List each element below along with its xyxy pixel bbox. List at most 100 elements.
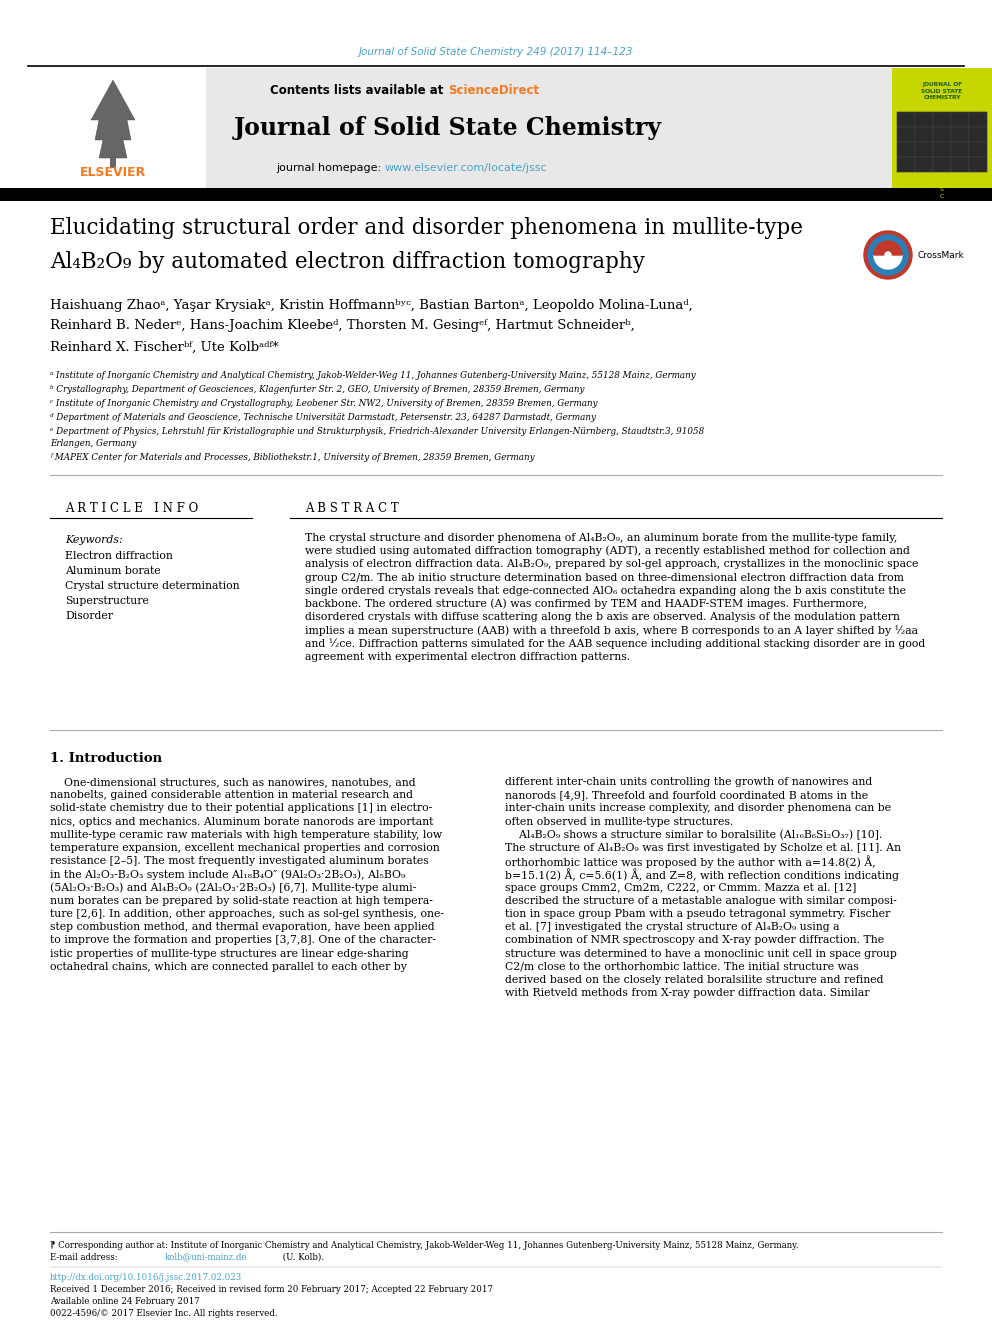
Bar [951, 142, 969, 157]
Bar [897, 157, 915, 172]
Text: et al. [7] investigated the crystal structure of Al₄B₂O₉ using a: et al. [7] investigated the crystal stru… [505, 922, 839, 933]
Text: 0022-4596/© 2017 Elsevier Inc. All rights reserved.: 0022-4596/© 2017 Elsevier Inc. All right… [50, 1310, 278, 1319]
Text: (U. Kolb).: (U. Kolb). [280, 1253, 324, 1262]
Text: combination of NMR spectroscopy and X-ray powder diffraction. The: combination of NMR spectroscopy and X-ra… [505, 935, 884, 946]
Text: nanorods [4,9]. Threefold and fourfold coordinated B atoms in the: nanorods [4,9]. Threefold and fourfold c… [505, 790, 868, 800]
Text: ture [2,6]. In addition, other approaches, such as sol-gel synthesis, one-: ture [2,6]. In addition, other approache… [50, 909, 444, 919]
Bar [951, 112, 969, 127]
Text: resistance [2–5]. The most frequently investigated aluminum borates: resistance [2–5]. The most frequently in… [50, 856, 429, 867]
Text: ᵇ Crystallography, Department of Geosciences, Klagenfurter Str. 2, GEO, Universi: ᵇ Crystallography, Department of Geoscie… [50, 385, 584, 394]
Wedge shape [874, 241, 902, 255]
Bar [915, 142, 933, 157]
Text: in the Al₂O₃-B₂O₃ system include Al₁₈B₄O″ (9Al₂O₃·2B₂O₃), Al₅BO₉: in the Al₂O₃-B₂O₃ system include Al₁₈B₄O… [50, 869, 406, 880]
Text: Journal of Solid State Chemistry: Journal of Solid State Chemistry [234, 116, 662, 140]
Text: Al₄B₂O₉ shows a structure similar to boralsilite (Al₁₆B₆Si₂O₃₇) [10].: Al₄B₂O₉ shows a structure similar to bor… [505, 830, 882, 840]
Bar [897, 112, 987, 172]
Bar [897, 127, 915, 142]
Text: Electron diffraction: Electron diffraction [65, 550, 173, 561]
Text: were studied using automated diffraction tomography (ADT), a recently establishe: were studied using automated diffraction… [305, 546, 910, 557]
Text: E-mail address:: E-mail address: [50, 1253, 120, 1262]
Text: CrossMark: CrossMark [917, 250, 964, 259]
Text: structure was determined to have a monoclinic unit cell in space group: structure was determined to have a monoc… [505, 949, 897, 959]
Text: Available online 24 February 2017: Available online 24 February 2017 [50, 1298, 199, 1307]
Text: single ordered crystals reveals that edge-connected AlO₆ octahedra expanding alo: single ordered crystals reveals that edg… [305, 586, 906, 595]
Text: tion in space group Pbam with a pseudo tetragonal symmetry. Fischer: tion in space group Pbam with a pseudo t… [505, 909, 890, 919]
Text: kolb@uni-mainz.de: kolb@uni-mainz.de [165, 1253, 248, 1262]
Text: The crystal structure and disorder phenomena of Al₄B₂O₉, an aluminum borate from: The crystal structure and disorder pheno… [305, 533, 898, 542]
Text: Aluminum borate: Aluminum borate [65, 566, 161, 576]
Text: Erlangen, Germany: Erlangen, Germany [50, 439, 136, 448]
Text: and ½ce. Diffraction patterns simulated for the AAB sequence including additiona: and ½ce. Diffraction patterns simulated … [305, 638, 926, 650]
Circle shape [864, 232, 912, 279]
Text: (5Al₂O₃·B₂O₃) and Al₄B₂O₉ (2Al₂O₃·2B₂O₃) [6,7]. Mullite-type alumi-: (5Al₂O₃·B₂O₃) and Al₄B₂O₉ (2Al₂O₃·2B₂O₃)… [50, 882, 417, 893]
Text: ᵃ Institute of Inorganic Chemistry and Analytical Chemistry, Jakob-Welder-Weg 11: ᵃ Institute of Inorganic Chemistry and A… [50, 372, 695, 381]
Text: b=15.1(2) Å, c=5.6(1) Å, and Z=8, with reflection conditions indicating: b=15.1(2) Å, c=5.6(1) Å, and Z=8, with r… [505, 868, 899, 881]
Text: described the structure of a metastable analogue with similar composi-: described the structure of a metastable … [505, 896, 897, 906]
Text: orthorhombic lattice was proposed by the author with a=14.8(2) Å,: orthorhombic lattice was proposed by the… [505, 855, 876, 868]
Text: The structure of Al₄B₂O₉ was first investigated by Scholze et al. [11]. An: The structure of Al₄B₂O₉ was first inves… [505, 843, 901, 853]
Text: disordered crystals with diffuse scattering along the b axis are observed. Analy: disordered crystals with diffuse scatter… [305, 613, 900, 622]
Wedge shape [874, 255, 902, 269]
Text: http://dx.doi.org/10.1016/j.jssc.2017.02.023: http://dx.doi.org/10.1016/j.jssc.2017.02… [50, 1274, 242, 1282]
Text: www.elsevier.com/locate/jssc: www.elsevier.com/locate/jssc [385, 163, 548, 173]
Text: ᵈ Department of Materials and Geoscience, Technische Universität Darmstadt, Pete: ᵈ Department of Materials and Geoscience… [50, 414, 596, 422]
Bar [897, 142, 915, 157]
Text: implies a mean superstructure (AAB) with a threefold b axis, where B corresponds: implies a mean superstructure (AAB) with… [305, 624, 918, 636]
Bar [28, 67, 206, 188]
Text: temperature expansion, excellent mechanical properties and corrosion: temperature expansion, excellent mechani… [50, 843, 439, 853]
Text: group C2/m. The ab initio structure determination based on three-dimensional ele: group C2/m. The ab initio structure dete… [305, 573, 904, 582]
Text: ELSEVIER: ELSEVIER [80, 167, 146, 180]
Text: Elucidating structural order and disorder phenomena in mullite-type: Elucidating structural order and disorde… [50, 217, 803, 239]
Bar [897, 112, 915, 127]
Bar [915, 127, 933, 142]
Text: ⁋ Corresponding author at: Institute of Inorganic Chemistry and Analytical Chemi: ⁋ Corresponding author at: Institute of … [50, 1241, 799, 1249]
Bar [969, 127, 987, 142]
Bar [951, 157, 969, 172]
Text: num borates can be prepared by solid-state reaction at high tempera-: num borates can be prepared by solid-sta… [50, 896, 433, 906]
Text: Al₄B₂O₉ by automated electron diffraction tomography: Al₄B₂O₉ by automated electron diffractio… [50, 251, 645, 273]
Text: Journal of Solid State Chemistry 249 (2017) 114–123: Journal of Solid State Chemistry 249 (20… [359, 48, 633, 57]
Text: ᶜ Institute of Inorganic Chemistry and Crystallography, Leobener Str. NW2, Unive: ᶜ Institute of Inorganic Chemistry and C… [50, 400, 597, 409]
Text: JOURNAL OF
SOLID STATE
CHEMISTRY: JOURNAL OF SOLID STATE CHEMISTRY [922, 82, 962, 101]
Bar [933, 112, 951, 127]
Text: space groups Cmm2, Cm2m, C222, or Cmmm. Mazza et al. [12]: space groups Cmm2, Cm2m, C222, or Cmmm. … [505, 882, 856, 893]
Text: C2/m close to the orthorhombic lattice. The initial structure was: C2/m close to the orthorhombic lattice. … [505, 962, 859, 972]
Text: ᶠ MAPEX Center for Materials and Processes, Bibliothekstr.1, University of Breme: ᶠ MAPEX Center for Materials and Process… [50, 454, 535, 463]
Text: mullite-type ceramic raw materials with high temperature stability, low: mullite-type ceramic raw materials with … [50, 830, 442, 840]
Text: 1. Introduction: 1. Introduction [50, 751, 162, 765]
Text: octahedral chains, which are connected parallel to each other by: octahedral chains, which are connected p… [50, 962, 407, 972]
Text: with Rietveld methods from X-ray powder diffraction data. Similar: with Rietveld methods from X-ray powder … [505, 988, 870, 998]
Bar [915, 157, 933, 172]
Text: to improve the formation and properties [3,7,8]. One of the character-: to improve the formation and properties … [50, 935, 436, 946]
Polygon shape [91, 79, 135, 157]
Text: nanobelts, gained considerable attention in material research and: nanobelts, gained considerable attention… [50, 790, 413, 800]
Text: Received 1 December 2016; Received in revised form 20 February 2017; Accepted 22: Received 1 December 2016; Received in re… [50, 1286, 493, 1294]
Text: ScienceDirect: ScienceDirect [448, 83, 539, 97]
Circle shape [868, 235, 908, 275]
Text: Crystal structure determination: Crystal structure determination [65, 581, 240, 591]
Text: often observed in mullite-type structures.: often observed in mullite-type structure… [505, 816, 733, 827]
Bar [969, 112, 987, 127]
Bar [933, 127, 951, 142]
Bar [28, 67, 892, 188]
Text: Keywords:: Keywords: [65, 534, 123, 545]
Text: One-dimensional structures, such as nanowires, nanotubes, and: One-dimensional structures, such as nano… [50, 777, 416, 787]
Text: inter-chain units increase complexity, and disorder phenomena can be: inter-chain units increase complexity, a… [505, 803, 891, 814]
Text: Haishuang Zhaoᵃ, Yaşar Krysiakᵃ, Kristin Hoffmannᵇʸᶜ, Bastian Bartonᵃ, Leopoldo : Haishuang Zhaoᵃ, Yaşar Krysiakᵃ, Kristin… [50, 299, 692, 311]
Text: A R T I C L E   I N F O: A R T I C L E I N F O [65, 501, 198, 515]
Text: derived based on the closely related boralsilite structure and refined: derived based on the closely related bor… [505, 975, 884, 986]
Bar [892, 67, 992, 188]
Text: Contents lists available at: Contents lists available at [271, 83, 448, 97]
Bar [933, 142, 951, 157]
Text: Reinhard B. Nederᵉ, Hans-Joachim Kleebeᵈ, Thorsten M. Gesingᵉᶠ, Hartmut Schneide: Reinhard B. Nederᵉ, Hans-Joachim Kleebeᵈ… [50, 319, 635, 332]
Text: J
S
S
C: J S S C [939, 175, 944, 198]
Text: agreement with experimental electron diffraction patterns.: agreement with experimental electron dif… [305, 652, 630, 662]
Bar [915, 112, 933, 127]
Text: step combustion method, and thermal evaporation, have been applied: step combustion method, and thermal evap… [50, 922, 434, 933]
Text: Superstructure: Superstructure [65, 595, 149, 606]
Text: analysis of electron diffraction data. Al₄B₂O₉, prepared by sol-gel approach, cr: analysis of electron diffraction data. A… [305, 560, 919, 569]
Text: journal homepage:: journal homepage: [277, 163, 385, 173]
Text: istic properties of mullite-type structures are linear edge-sharing: istic properties of mullite-type structu… [50, 949, 409, 959]
Bar [110, 157, 116, 168]
Text: nics, optics and mechanics. Aluminum borate nanorods are important: nics, optics and mechanics. Aluminum bor… [50, 816, 434, 827]
